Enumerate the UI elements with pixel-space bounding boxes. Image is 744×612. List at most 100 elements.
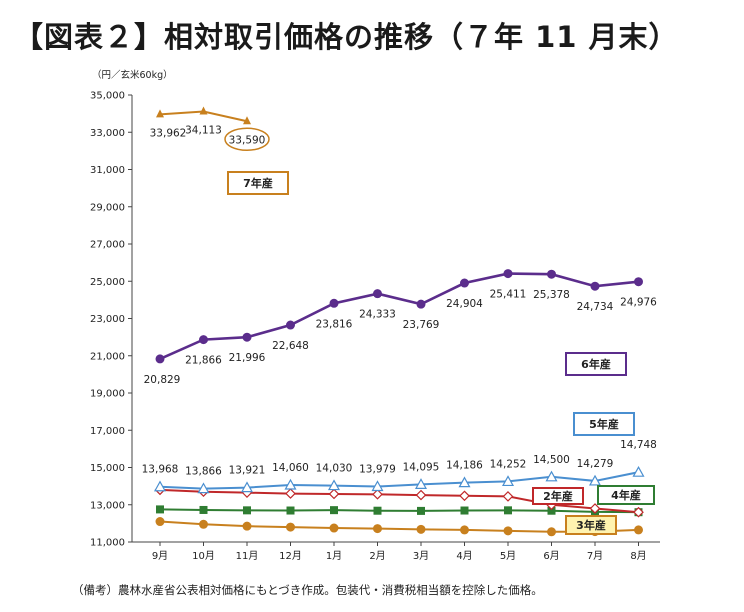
data-label: 14,095 <box>403 461 440 473</box>
data-point-3 <box>633 506 644 518</box>
data-point-4 <box>243 506 251 515</box>
data-label: 23,769 <box>403 319 440 331</box>
data-point-1 <box>199 335 208 345</box>
data-label: 14,030 <box>316 463 353 475</box>
data-point-1 <box>503 269 513 279</box>
series-line-3 <box>159 488 639 514</box>
data-point-5 <box>460 525 469 535</box>
x-tick-label: 8月 <box>630 550 646 562</box>
data-point-2 <box>501 475 515 487</box>
series-tag-box <box>532 487 584 505</box>
data-point-1 <box>242 332 252 342</box>
data-label: 21,866 <box>185 355 222 367</box>
data-point-1 <box>416 299 426 309</box>
data-point-2 <box>371 480 384 492</box>
data-point-3 <box>328 488 340 500</box>
data-point-5 <box>547 527 556 537</box>
series-tag-label: 3年産 <box>576 518 606 532</box>
data-point-3 <box>372 488 383 500</box>
x-tick-label: 1月 <box>326 550 342 562</box>
data-point-3 <box>589 503 601 514</box>
y-tick-label: 21,000 <box>90 351 125 362</box>
data-point-1 <box>547 269 556 279</box>
x-tick-label: 3月 <box>413 550 429 562</box>
data-label: 14,748 <box>620 439 657 451</box>
data-point-3 <box>502 491 514 502</box>
series-tag-label: 5年産 <box>589 417 619 431</box>
data-point-3 <box>285 488 296 499</box>
data-label: 13,979 <box>359 464 396 476</box>
data-label: 33,962 <box>150 127 187 139</box>
y-tick-label: 17,000 <box>90 426 125 437</box>
series-line-4 <box>159 508 639 514</box>
data-point-2 <box>414 478 428 489</box>
data-label: 34,113 <box>185 125 222 137</box>
data-point-5 <box>329 523 339 533</box>
x-tick-label: 2月 <box>369 550 385 562</box>
series-tag-box <box>597 485 655 505</box>
x-tick-label: 11月 <box>236 550 259 562</box>
series-tag-box <box>227 171 289 195</box>
series-line-5 <box>159 520 639 533</box>
data-point-4 <box>504 506 512 515</box>
data-point-5 <box>373 524 382 534</box>
data-point-4 <box>199 505 208 514</box>
data-point-5 <box>286 522 295 532</box>
data-point-5 <box>199 519 208 529</box>
data-point-4 <box>286 506 295 515</box>
series-tag-label: 7年産 <box>243 176 273 190</box>
data-point-5 <box>155 517 165 527</box>
data-label: 24,734 <box>577 301 614 313</box>
data-point-4 <box>460 506 469 515</box>
data-point-2 <box>588 474 602 486</box>
data-point-0 <box>156 109 164 118</box>
data-label: 24,333 <box>359 309 396 321</box>
data-point-5 <box>634 525 643 535</box>
data-point-4 <box>417 506 425 515</box>
data-point-0 <box>199 106 208 115</box>
y-tick-label: 13,000 <box>90 500 125 511</box>
series-tag-label: 2年産 <box>543 489 573 503</box>
data-label: 24,976 <box>620 297 657 309</box>
data-point-2 <box>327 479 341 491</box>
x-tick-label: 5月 <box>500 550 516 562</box>
data-label: 24,904 <box>446 298 483 310</box>
series-tag-box <box>565 515 617 535</box>
data-point-2 <box>153 480 167 492</box>
data-point-1 <box>155 354 165 364</box>
data-point-2 <box>632 465 645 477</box>
highlight-ellipse <box>224 127 270 152</box>
data-point-4 <box>156 505 164 514</box>
y-tick-label: 35,000 <box>90 91 125 102</box>
data-point-3 <box>415 489 427 501</box>
data-point-4 <box>547 506 556 515</box>
y-tick-label: 29,000 <box>90 202 125 213</box>
y-tick-label: 23,000 <box>90 314 125 325</box>
data-label: 14,252 <box>490 458 527 470</box>
data-point-1 <box>634 277 643 287</box>
y-tick-label: 11,000 <box>90 538 125 549</box>
x-tick-label: 7月 <box>587 550 603 562</box>
data-point-1 <box>286 320 295 330</box>
data-point-4 <box>373 506 382 515</box>
data-label: 33,590 <box>229 134 266 146</box>
data-label: 25,378 <box>533 289 570 301</box>
x-tick-label: 10月 <box>192 550 215 562</box>
y-tick-label: 27,000 <box>90 240 125 251</box>
data-point-5 <box>503 526 513 536</box>
series-tag-label: 6年産 <box>581 357 611 371</box>
data-point-2 <box>197 482 210 494</box>
data-point-1 <box>329 298 339 308</box>
page-title: 【図表２】相対取引価格の推移（７年 11 月末） <box>14 20 679 54</box>
y-tick-label: 25,000 <box>90 277 125 288</box>
data-point-2 <box>284 478 297 490</box>
data-label: 21,996 <box>229 352 266 364</box>
x-tick-label: 4月 <box>456 550 472 562</box>
data-label: 13,866 <box>185 466 222 478</box>
data-label: 14,186 <box>446 460 483 472</box>
series-tag-box <box>573 412 635 436</box>
data-label: 14,500 <box>533 454 570 466</box>
data-label: 25,411 <box>490 289 527 301</box>
data-point-2 <box>545 470 558 482</box>
chart-note: （備考）農林水産省公表相対価格にもとづき作成。包装代・消費税相当額を控除した価格… <box>72 583 543 597</box>
